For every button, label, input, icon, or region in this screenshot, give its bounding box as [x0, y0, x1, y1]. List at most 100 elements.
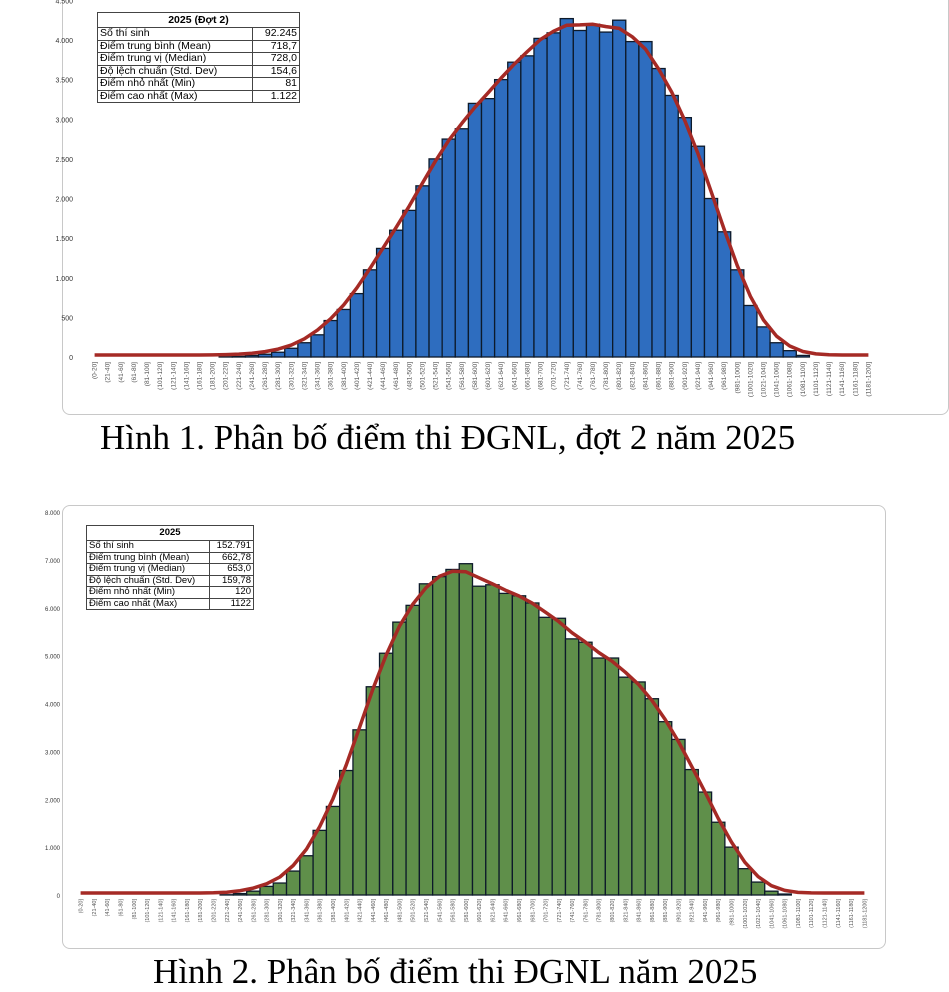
- figure-1-caption: Hình 1. Phân bố điểm thi ĐGNL, đợt 2 năm…: [100, 418, 796, 457]
- x-tick-label: (781-800]: [603, 362, 610, 390]
- histogram-bar: [323, 319, 338, 358]
- histogram-bar: [520, 55, 535, 358]
- x-tick-label: (561-580]: [459, 362, 466, 390]
- histogram-bar: [246, 890, 261, 896]
- y-tick-label: 500: [61, 315, 73, 322]
- x-tick-label: (681-700]: [538, 362, 545, 390]
- histogram-bar: [480, 97, 496, 358]
- histogram-bar: [272, 882, 288, 896]
- x-tick-label: (921-940]: [695, 362, 702, 390]
- x-tick-label: (261-280]: [262, 362, 269, 390]
- stat-value: 81: [251, 77, 301, 91]
- histogram-bar: [428, 158, 443, 358]
- x-tick-label: (981-1000]: [730, 899, 736, 926]
- stat-label: Điểm cao nhất (Max): [97, 89, 253, 103]
- x-tick-label: (521-540]: [433, 362, 440, 390]
- x-tick-label: (41-60]: [118, 362, 125, 383]
- x-tick-label: (401-420]: [354, 362, 361, 390]
- histogram-bar: [625, 40, 640, 358]
- x-tick-label: (341-360]: [304, 899, 310, 923]
- x-tick-label: (721-740]: [564, 362, 571, 390]
- x-tick-label: (181-200]: [198, 899, 204, 923]
- stat-value: 728,0: [251, 52, 301, 66]
- y-tick-label: 5.000: [45, 655, 61, 661]
- y-tick-label: 1.000: [55, 276, 73, 283]
- y-tick-label: 2.000: [45, 798, 61, 804]
- x-tick-label: (501-520]: [411, 899, 417, 923]
- x-tick-label: (421-440]: [367, 362, 374, 390]
- histogram-bar: [402, 209, 417, 358]
- x-tick-label: (1061-1080]: [787, 362, 794, 397]
- stat-label: Độ lệch chuẩn (Std. Dev): [85, 574, 211, 587]
- x-tick-label: (1041-1060]: [769, 899, 775, 929]
- histogram-bar: [559, 17, 574, 358]
- stat-label: Điểm trung bình (Mean): [85, 551, 211, 564]
- histogram-bar: [764, 890, 779, 896]
- histogram-bar: [325, 805, 341, 896]
- x-tick-label: (81-100]: [132, 899, 138, 920]
- stat-label: Điểm cao nhất (Max): [85, 597, 211, 610]
- x-tick-label: (221-240]: [225, 899, 231, 923]
- x-tick-label: (201-220]: [223, 362, 230, 390]
- x-tick-label: (901-920]: [682, 362, 689, 390]
- histogram-bar: [684, 768, 699, 896]
- histogram-bar: [349, 292, 365, 358]
- x-tick-label: (981-1000]: [734, 362, 741, 394]
- histogram-bar: [612, 19, 627, 358]
- histogram-bar: [507, 61, 522, 358]
- x-tick-label: (1001-1020]: [743, 899, 749, 929]
- stat-label: Điểm trung vị (Median): [85, 563, 211, 576]
- histogram-bar: [671, 738, 686, 896]
- x-tick-label: (481-500]: [406, 362, 413, 390]
- y-tick-label: 7.000: [45, 559, 61, 565]
- stats-header: 2025: [86, 525, 254, 541]
- x-tick-label: (1061-1080]: [783, 899, 789, 929]
- y-tick-label: 0: [69, 355, 73, 362]
- histogram-bar: [511, 595, 527, 896]
- histogram-bar: [284, 347, 299, 358]
- histogram-bar: [697, 791, 713, 896]
- histogram-bar: [415, 185, 430, 358]
- y-tick-label: 8.000: [45, 511, 61, 517]
- x-tick-label: (941-960]: [703, 899, 709, 923]
- histogram-bar: [375, 247, 391, 358]
- x-tick-label: (401-420]: [344, 899, 350, 923]
- y-tick-label: 3.500: [55, 78, 73, 85]
- stat-label: Số thí sinh: [85, 540, 211, 553]
- stat-label: Độ lệch chuẩn (Std. Dev): [97, 64, 253, 78]
- y-tick-label: 1.500: [55, 236, 73, 243]
- x-tick-label: (161-180]: [185, 899, 191, 923]
- x-tick-label: (101-120]: [157, 362, 164, 390]
- histogram-bar: [724, 846, 739, 896]
- x-tick-label: (1141-1160]: [839, 362, 846, 396]
- x-tick-label: (541-560]: [437, 899, 443, 923]
- stat-value: 662,78: [209, 551, 254, 564]
- histogram-bar: [418, 583, 434, 896]
- x-tick-label: (41-60]: [105, 899, 111, 917]
- histogram-bar: [231, 355, 247, 358]
- histogram-bar: [232, 892, 248, 896]
- x-tick-label: (61-80]: [118, 899, 124, 917]
- stat-value: 1.122: [251, 89, 301, 103]
- x-tick-label: (1161-1180]: [849, 899, 855, 928]
- x-tick-label: (0-20]: [92, 362, 99, 379]
- x-tick-label: (921-940]: [690, 899, 696, 923]
- histogram-bar: [336, 308, 351, 358]
- histogram-bar: [352, 729, 367, 896]
- x-tick-label: (1101-1120]: [813, 362, 820, 396]
- histogram-bar: [604, 657, 620, 896]
- x-tick-label: (561-580]: [451, 899, 457, 923]
- histogram-bar: [467, 102, 483, 358]
- x-tick-label: (741-760]: [577, 362, 584, 390]
- histogram-bar: [392, 621, 407, 896]
- histogram-bar: [756, 326, 771, 358]
- histogram-bar: [546, 32, 561, 358]
- histogram-bar: [750, 881, 766, 896]
- histogram-bar: [299, 855, 314, 896]
- x-tick-label: (361-380]: [328, 362, 335, 390]
- histogram-bar: [441, 138, 456, 358]
- x-tick-label: (1121-1140]: [823, 899, 829, 928]
- x-tick-label: (121-140]: [158, 899, 164, 923]
- y-tick-label: 0: [57, 894, 61, 900]
- x-tick-label: (261-280]: [251, 899, 257, 923]
